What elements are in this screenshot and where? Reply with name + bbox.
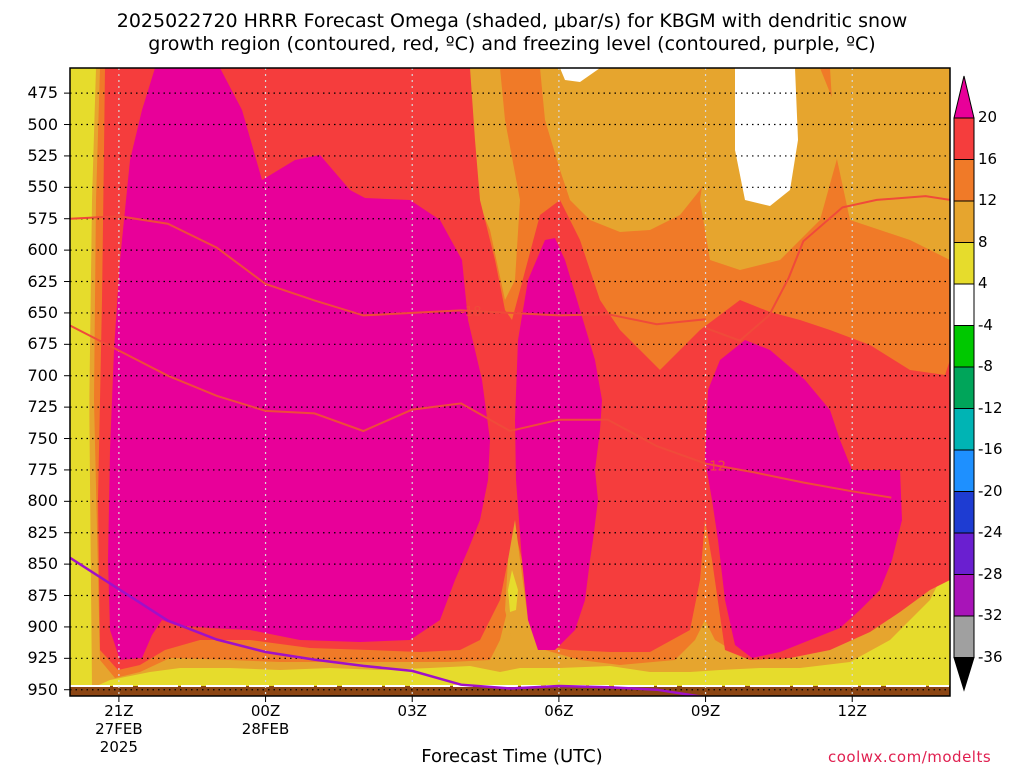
x-tick-label: 09Z bbox=[690, 702, 721, 720]
y-tick-label: 550 bbox=[27, 177, 58, 197]
colorbar-segment bbox=[953, 325, 975, 368]
y-tick-label: 900 bbox=[27, 616, 58, 636]
colorbar-tick-label: -24 bbox=[978, 523, 1003, 541]
contour-labels: -18 -12 bbox=[460, 305, 726, 474]
omega-band-lt-4-top bbox=[560, 68, 600, 82]
colorbar-tick-label: -32 bbox=[978, 606, 1003, 624]
colorbar-segment bbox=[953, 117, 975, 160]
y-tick-label: 700 bbox=[27, 365, 58, 385]
y-tick-label: 875 bbox=[27, 585, 58, 605]
colorbar-tick-label: 8 bbox=[978, 232, 988, 251]
dendritic-contour-line bbox=[705, 195, 950, 342]
colorbar-segment bbox=[953, 449, 975, 492]
x-tick-label: 21Z bbox=[104, 702, 134, 720]
colorbar-segment bbox=[953, 366, 975, 409]
omega-shaded-field bbox=[70, 68, 950, 696]
colorbar-segment bbox=[953, 242, 975, 285]
y-tick-label: 525 bbox=[27, 145, 58, 165]
y-tick-label: 800 bbox=[27, 491, 58, 511]
y-tick-label: 950 bbox=[27, 679, 58, 699]
x-tick-label: 28FEB bbox=[241, 720, 290, 738]
colorbar-bottom-arrow bbox=[953, 657, 975, 692]
y-tick-label: 750 bbox=[27, 428, 58, 448]
y-tick-label: 500 bbox=[27, 114, 58, 134]
omega-band-gt-20-west bbox=[108, 68, 490, 660]
below-ground-layer bbox=[70, 686, 950, 696]
colorbar-tick-label: -20 bbox=[978, 481, 1003, 500]
plot-frame bbox=[69, 67, 951, 697]
colorbar-segment bbox=[953, 283, 975, 326]
colorbar-tick-label: -12 bbox=[978, 398, 1003, 417]
freezing-level-line bbox=[70, 556, 706, 696]
y-tick-label: 775 bbox=[27, 459, 58, 479]
colorbar-tick-label: 12 bbox=[978, 191, 998, 209]
dendritic-contour-line bbox=[70, 324, 892, 499]
colorbar-tick-label: -4 bbox=[978, 315, 993, 334]
axis-ticks bbox=[64, 92, 853, 702]
colorbar-tick-label: -36 bbox=[978, 647, 1003, 666]
colorbar-tick-label: 16 bbox=[978, 149, 998, 168]
omega-band-lt-4-center bbox=[735, 68, 798, 206]
x-tick-label: 2025 bbox=[99, 738, 138, 756]
omega-band-4-8-column bbox=[508, 570, 518, 612]
y-tick-label: 575 bbox=[27, 208, 58, 228]
colorbar-segment bbox=[953, 200, 975, 243]
colorbar-segment bbox=[953, 574, 975, 617]
colorbar-top-arrow bbox=[953, 75, 975, 119]
dendritic-contour-line bbox=[70, 215, 706, 326]
y-tick-label: 725 bbox=[27, 397, 58, 417]
colorbar-segment bbox=[953, 491, 975, 534]
colorbar bbox=[953, 75, 975, 692]
colorbar-segment bbox=[953, 532, 975, 575]
colorbar-segment bbox=[953, 615, 975, 658]
y-tick-label: 850 bbox=[27, 554, 58, 574]
contours bbox=[70, 195, 950, 696]
source-credit-link[interactable]: coolwx.com/modelts bbox=[828, 748, 992, 766]
x-tick-label: 00Z bbox=[250, 702, 281, 720]
y-tick-label: 625 bbox=[27, 271, 58, 291]
gridlines bbox=[70, 68, 950, 696]
chart-title-line-1: 2025022720 HRRR Forecast Omega (shaded, … bbox=[116, 10, 908, 32]
colorbar-tick-label: 4 bbox=[978, 274, 988, 292]
omega-band-8-12-upper-4 bbox=[830, 68, 950, 260]
chart-title-line-2: growth region (contoured, red, ºC) and f… bbox=[148, 33, 876, 55]
y-tick-label: 925 bbox=[27, 648, 58, 668]
omega-band-4-8-upper-left bbox=[70, 68, 96, 690]
x-axis-title: Forecast Time (UTC) bbox=[421, 746, 603, 767]
y-tick-label: 650 bbox=[27, 302, 58, 322]
y-tick-label: 475 bbox=[27, 83, 58, 103]
x-tick-label: 03Z bbox=[397, 702, 427, 720]
x-tick-label: 06Z bbox=[544, 702, 574, 720]
colorbar-tick-label: -16 bbox=[978, 440, 1003, 458]
colorbar-tick-label: -8 bbox=[978, 357, 993, 375]
omega-band-8-12-upper-2 bbox=[540, 68, 730, 232]
contour-value-label: -12 bbox=[705, 459, 726, 474]
x-tick-label: 12Z bbox=[837, 702, 867, 720]
y-tick-label: 675 bbox=[27, 334, 58, 354]
y-tick-label: 825 bbox=[27, 522, 58, 542]
omega-band-gt-20-middle bbox=[515, 238, 602, 650]
contour-value-label: -18 bbox=[460, 305, 481, 320]
y-tick-label: 600 bbox=[27, 240, 58, 260]
colorbar-segment bbox=[953, 408, 975, 451]
colorbar-tick-label: -28 bbox=[978, 564, 1003, 583]
colorbar-tick-label: 20 bbox=[978, 108, 998, 126]
x-tick-label: 27FEB bbox=[95, 720, 143, 738]
colorbar-segment bbox=[953, 159, 975, 202]
